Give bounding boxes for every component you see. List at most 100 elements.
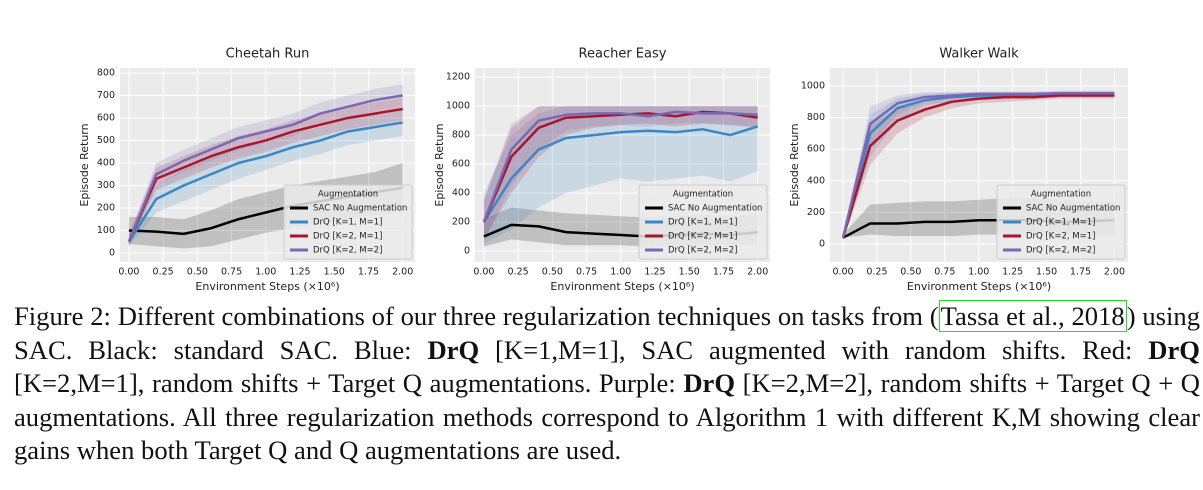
x-axis-label: Environment Steps (×10⁶): [907, 280, 1051, 293]
x-tick-label: 0.25: [153, 267, 174, 278]
line: [127, 94, 403, 243]
legend-title: Augmentation: [1031, 190, 1091, 200]
y-tick-label: 600: [97, 112, 115, 123]
x-tick-label: 0.50: [900, 267, 921, 278]
y-tick-label: 400: [452, 188, 470, 199]
line: [482, 125, 759, 223]
x-tick-label: 1.25: [289, 267, 310, 278]
x-tick-label: 1.00: [610, 267, 631, 278]
y-tick-label: 0: [819, 238, 825, 249]
y-tick-label: 500: [97, 135, 115, 146]
caption-bold: DrQ: [427, 334, 480, 365]
x-tick-label: 1.25: [1002, 267, 1023, 278]
y-tick-label: 200: [452, 217, 470, 228]
legend-label: DrQ [K=2, M=2]: [1026, 246, 1095, 256]
x-tick-label: 1.50: [679, 267, 700, 278]
caption-text: [K=1,M=1], SAC augmented with random shi…: [479, 334, 1149, 365]
x-tick-label: 0.25: [508, 267, 529, 278]
x-tick-label: 1.75: [713, 267, 734, 278]
legend-label: DrQ [K=1, M=1]: [1026, 218, 1095, 228]
x-tick-label: 1.75: [1070, 267, 1091, 278]
confidence-band: [483, 106, 758, 244]
legend-title: Augmentation: [318, 190, 378, 200]
y-tick-label: 1000: [801, 81, 825, 92]
caption-text: [K=2,M=1], random shifts + Target Q augm…: [14, 368, 684, 398]
x-axis-label: Environment Steps (×10⁶): [550, 280, 694, 293]
figure: 0 100 200 300 400 500 600 700 800 0.00 0.25 0.50 0.7…: [78, 47, 1128, 293]
caption-bold: DrQ: [683, 368, 736, 398]
y-tick-label: 600: [807, 144, 825, 155]
line: [841, 94, 1115, 239]
legend-label: SAC No Augmentation: [313, 204, 407, 214]
x-tick-label: 2.00: [392, 267, 413, 278]
x-tick-label: 2.00: [1104, 267, 1125, 278]
x-tick-label: 1.50: [324, 267, 345, 278]
x-tick-label: 2.00: [747, 267, 768, 278]
x-tick-label: 0.50: [542, 267, 563, 278]
x-tick-label: 1.50: [1036, 267, 1057, 278]
legend-title: Augmentation: [673, 190, 733, 200]
y-axis-label: Episode Return: [433, 123, 446, 206]
legend-label: DrQ [K=2, M=2]: [313, 246, 382, 256]
y-tick-label: 1200: [446, 72, 470, 83]
y-tick-label: 0: [109, 247, 115, 258]
chart-title: Reacher Easy: [579, 47, 667, 62]
caption-text: [K=2,M=2], random shifts + Target Q + Q …: [14, 368, 1200, 465]
x-tick-label: 0.00: [473, 267, 494, 278]
y-tick-label: 1000: [446, 101, 470, 112]
caption-text: Figure 2: Different combinations of our …: [14, 301, 939, 331]
legend-label: DrQ [K=1, M=1]: [313, 218, 382, 228]
x-tick-label: 0.75: [934, 267, 955, 278]
caption: Figure 2: Different combinations of our …: [14, 300, 1200, 468]
legend-box: [283, 184, 413, 260]
y-tick-label: 0: [464, 245, 470, 256]
x-tick-label: 1.00: [255, 267, 276, 278]
legend-label: DrQ [K=1, M=1]: [668, 218, 737, 228]
y-tick-label: 400: [807, 175, 825, 186]
x-tick-label: 1.75: [358, 267, 379, 278]
legend-label: DrQ [K=2, M=1]: [313, 232, 382, 242]
x-tick-label: 0.00: [832, 267, 853, 278]
confidence-band: [128, 162, 403, 249]
y-tick-label: 800: [97, 67, 115, 78]
y-tick-label: 300: [97, 180, 115, 191]
x-tick-label: 0.75: [576, 267, 597, 278]
caption-bold: DrQ: [1148, 334, 1200, 365]
legend-label: DrQ [K=2, M=1]: [1026, 232, 1095, 242]
x-tick-label: 0.00: [118, 267, 139, 278]
confidence-band: [483, 106, 758, 240]
x-axis-label: Environment Steps (×10⁶): [195, 280, 339, 293]
caption-text: ) using SAC. Black: standard SAC. Blue:: [14, 301, 1200, 365]
x-tick-label: 0.75: [221, 267, 242, 278]
y-tick-label: 400: [97, 157, 115, 168]
line: [127, 121, 403, 243]
x-tick-label: 0.50: [187, 267, 208, 278]
y-tick-label: 200: [97, 202, 115, 213]
legend-box: [996, 184, 1126, 260]
line: [482, 110, 758, 223]
y-axis-label: Episode Return: [788, 123, 801, 206]
legend-label: DrQ [K=2, M=2]: [668, 246, 737, 256]
y-tick-label: 100: [97, 225, 115, 236]
y-tick-label: 200: [807, 207, 825, 218]
y-tick-label: 600: [452, 159, 470, 170]
x-tick-label: 0.25: [866, 267, 887, 278]
citation-link[interactable]: Tassa et al., 2018: [938, 300, 1127, 332]
y-tick-label: 800: [807, 112, 825, 123]
legend-label: SAC No Augmentation: [668, 204, 762, 214]
y-axis-label: Episode Return: [78, 123, 91, 206]
x-tick-label: 1.25: [644, 267, 665, 278]
line: [841, 91, 1115, 238]
legend-label: SAC No Augmentation: [1026, 204, 1120, 214]
confidence-band: [483, 106, 758, 240]
chart-title: Cheetah Run: [226, 47, 310, 62]
legend-box: [638, 184, 768, 260]
legend-label: DrQ [K=2, M=1]: [668, 232, 737, 242]
x-tick-label: 1.00: [968, 267, 989, 278]
line: [127, 107, 403, 243]
chart-title: Walker Walk: [939, 47, 1019, 62]
y-tick-label: 700: [97, 90, 115, 101]
y-tick-label: 800: [452, 130, 470, 141]
confidence-band: [128, 108, 403, 247]
